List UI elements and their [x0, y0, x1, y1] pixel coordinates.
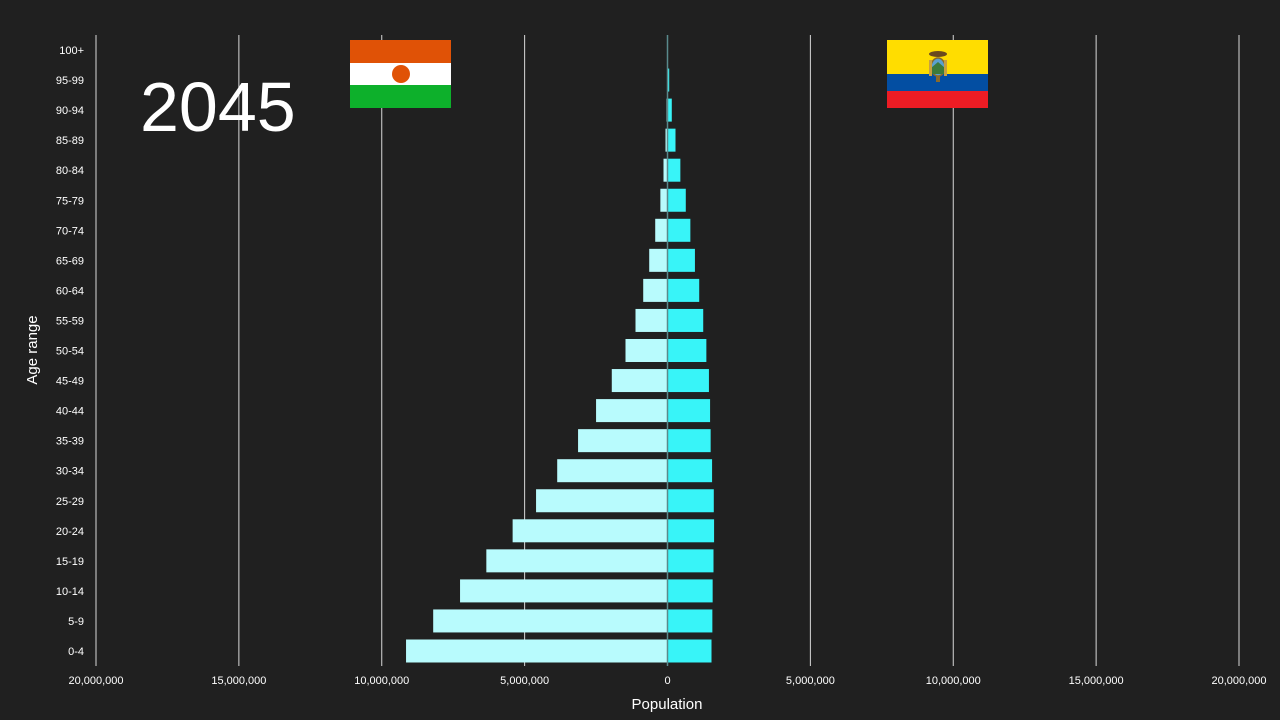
x-tick-label: 0 — [664, 675, 670, 687]
y-tick-label: 85-89 — [56, 135, 84, 147]
bar-left — [512, 519, 668, 543]
x-tick-label: 20,000,000 — [1211, 675, 1266, 687]
y-tick-label: 30-34 — [56, 466, 84, 478]
bar-left — [557, 459, 668, 483]
ecuador-flag-icon — [887, 40, 988, 108]
bar-left — [596, 399, 668, 423]
bar-left — [635, 308, 668, 332]
bar-right — [667, 429, 711, 453]
bar-right — [667, 308, 704, 332]
bar-right — [667, 339, 707, 362]
bar-right — [667, 459, 713, 483]
bar-left — [665, 128, 668, 152]
age-tick-labels: 100+ 95-99 90-94 85-89 80-84 75-79 70-74 65-69 6… — [56, 45, 84, 658]
y-tick-label: 65-69 — [56, 255, 84, 267]
bar-right — [667, 218, 691, 242]
y-tick-label: 20-24 — [56, 526, 84, 538]
bar-left — [406, 639, 668, 663]
x-tick-label: 15,000,000 — [1069, 675, 1124, 687]
bar-left — [611, 369, 668, 393]
x-tick-label: 10,000,000 — [354, 675, 409, 687]
bar-right — [667, 369, 709, 393]
bar-right — [667, 158, 681, 182]
bar-left — [643, 278, 668, 302]
population-tick-labels: 20,000,000 15,000,000 10,000,000 5,000,000 0… — [68, 675, 1266, 687]
x-tick-label: 5,000,000 — [500, 675, 549, 687]
y-tick-label: 95-99 — [56, 75, 84, 87]
y-axis-title: Age range — [24, 315, 41, 384]
bar-left — [660, 188, 668, 212]
bar-right — [667, 519, 715, 543]
x-axis-title: Population — [632, 696, 703, 713]
year-label: 2045 — [140, 68, 296, 146]
y-tick-label: 35-39 — [56, 436, 84, 448]
y-tick-label: 0-4 — [68, 646, 84, 658]
bar-left — [655, 218, 668, 242]
bar-left — [649, 248, 668, 272]
bar-left — [625, 339, 668, 362]
bar-right — [667, 639, 712, 663]
niger-flag-icon — [350, 40, 451, 108]
y-tick-label: 45-49 — [56, 376, 84, 388]
bar-right — [667, 278, 700, 302]
x-tick-label: 15,000,000 — [211, 675, 266, 687]
y-tick-label: 80-84 — [56, 165, 84, 177]
bar-right — [667, 609, 713, 633]
y-tick-label: 75-79 — [56, 195, 84, 207]
x-tick-label: 10,000,000 — [926, 675, 981, 687]
x-tick-label: 5,000,000 — [786, 675, 835, 687]
y-tick-label: 15-19 — [56, 556, 84, 568]
x-tick-label: 20,000,000 — [68, 675, 123, 687]
bar-left — [460, 579, 668, 603]
y-tick-label: 100+ — [59, 45, 84, 57]
bar-right — [667, 68, 670, 92]
bar-left — [536, 489, 668, 513]
y-tick-label: 90-94 — [56, 105, 84, 117]
y-tick-label: 5-9 — [68, 616, 84, 628]
y-tick-label: 60-64 — [56, 285, 84, 297]
bar-left — [433, 609, 668, 633]
y-tick-label: 25-29 — [56, 496, 84, 508]
bar-right — [667, 98, 672, 122]
gridlines — [95, 35, 1240, 666]
bar-right — [667, 489, 714, 513]
y-tick-label: 10-14 — [56, 586, 84, 598]
bar-left — [486, 549, 668, 573]
bars — [406, 38, 715, 663]
y-tick-label: 70-74 — [56, 225, 84, 237]
bar-right — [667, 128, 676, 152]
y-tick-label: 50-54 — [56, 346, 84, 358]
bar-left — [663, 158, 668, 182]
bar-right — [667, 248, 695, 272]
bar-right — [667, 579, 713, 603]
bar-right — [667, 549, 714, 573]
bar-left — [578, 429, 668, 453]
y-tick-label: 40-44 — [56, 406, 84, 418]
y-tick-label: 55-59 — [56, 315, 84, 327]
bar-right — [667, 188, 686, 212]
bar-right — [667, 399, 711, 423]
